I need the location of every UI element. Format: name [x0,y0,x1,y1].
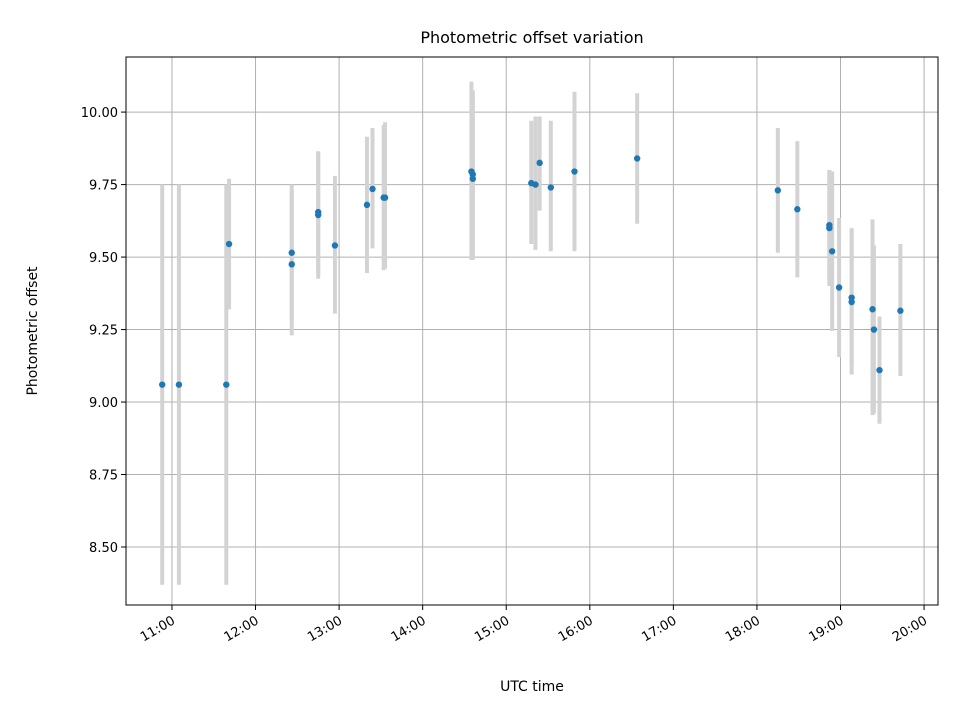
y-tick-label: 8.50 [89,541,118,556]
y-axis: 8.50 8.75 9.00 9.25 9.50 9.75 10.00 [81,106,126,556]
plot-area-frame [125,56,939,606]
data-point [223,381,230,388]
data-point [897,307,904,314]
y-axis-label: Photometric offset [25,266,41,396]
data-point [532,181,539,188]
data-point [288,261,295,268]
data-point [774,187,782,194]
data-point [633,155,641,162]
data-point [848,298,855,306]
data-point [315,211,322,219]
data-point [794,206,801,213]
data-point [826,224,833,232]
data-point [571,168,578,175]
y-tick-label: 10.00 [81,106,118,121]
data-point [869,306,876,313]
data-point [835,284,843,291]
data-point [547,184,555,191]
data-point [369,185,376,193]
y-tick-label: 9.00 [89,396,118,411]
data-point [225,240,233,248]
data-point [876,366,883,374]
data-points [159,155,904,388]
chart-title: Photometric offset variation [420,28,643,47]
data-point [288,249,295,256]
data-point [331,242,339,249]
data-point [363,201,371,209]
y-tick-label: 9.50 [89,251,118,266]
x-axis-label: UTC time [500,679,564,695]
y-tick-label: 8.75 [89,469,118,484]
data-point [159,381,166,388]
y-tick-label: 9.25 [89,324,118,339]
data-point [828,248,836,255]
grid-lines [126,57,938,605]
data-point [381,194,389,201]
data-point [469,175,477,182]
data-point [175,381,183,388]
data-point [536,159,543,167]
data-point [870,326,878,333]
y-tick-label: 9.75 [89,179,118,194]
